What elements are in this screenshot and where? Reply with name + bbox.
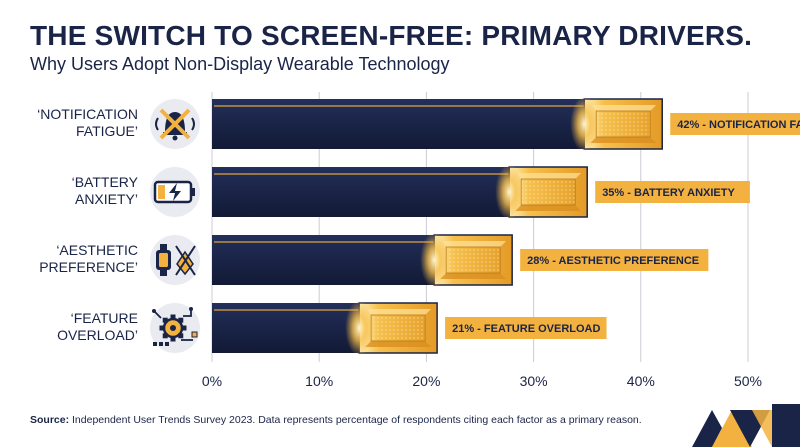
gear-circuit-icon [150, 303, 200, 353]
bar-glow [495, 164, 524, 220]
source-label: Source: [30, 414, 70, 426]
x-tick-label-20: 20% [412, 373, 440, 389]
ticks-layer: 0% 10% 20% 30% 40% 50% [202, 373, 762, 389]
bar-glow [570, 96, 599, 152]
bar-cap-bevel-bottom [440, 273, 507, 279]
category-label-3: ‘AESTHETIC PREFERENCE’ [39, 242, 138, 275]
bar-2 [212, 164, 588, 220]
bar-cap-texture [445, 246, 501, 274]
muted-bell-icon [150, 99, 200, 149]
bar-cap-bevel-top [515, 173, 582, 179]
bar-body [212, 167, 510, 217]
corner-logo [692, 404, 800, 447]
data-label-2: 35% - BATTERY ANXIETY [602, 187, 735, 199]
bar-3 [212, 232, 513, 288]
bar-body [212, 99, 585, 149]
data-label-box-1 [670, 113, 800, 135]
bar-cap-bevel-top [590, 105, 657, 111]
data-label-3: 28% - AESTHETIC PREFERENCE [527, 255, 699, 267]
bar-body [212, 303, 360, 353]
bar-4 [212, 300, 438, 356]
category-label-4: ‘FEATURE OVERLOAD’ [57, 310, 138, 343]
x-tick-label-30: 30% [520, 373, 548, 389]
low-battery-icon [150, 167, 200, 217]
icons-layer [150, 99, 200, 353]
chart-title: THE SWITCH TO SCREEN-FREE: PRIMARY DRIVE… [30, 20, 753, 51]
x-tick-label-50: 50% [734, 373, 762, 389]
bar-cap-bevel-bottom [590, 137, 657, 143]
smartwatch-crossed-icon [150, 235, 200, 285]
bar-glow [420, 232, 449, 288]
bar-cap-bevel-bottom [365, 341, 432, 347]
bar-cap-bevel-top [365, 309, 432, 315]
labels-layer: 42% - NOTIFICATION FATIGUE ‘NOTIFICATIONF… [37, 106, 800, 343]
category-label-2: ‘BATTERY ANXIETY’ [72, 174, 139, 207]
source-note: Source: Independent User Trends Survey 2… [30, 414, 642, 426]
category-label-1: ‘NOTIFICATION FATIGUE’ [37, 106, 138, 139]
x-tick-label-40: 40% [627, 373, 655, 389]
bar-cap-bevel-bottom [515, 205, 582, 211]
data-label-box-4 [445, 317, 607, 339]
data-label-box-3 [520, 249, 709, 271]
bar-glow [345, 300, 374, 356]
bar-1 [212, 96, 663, 152]
chart-subtitle: Why Users Adopt Non-Display Wearable Tec… [30, 54, 450, 74]
x-tick-label-0: 0% [202, 373, 222, 389]
data-label-box-2 [595, 181, 750, 203]
x-tick-label-10: 10% [305, 373, 333, 389]
data-label-1: 42% - NOTIFICATION FATIGUE [677, 119, 800, 131]
bar-cap-texture [520, 178, 576, 206]
bar-cap-bevel-top [440, 241, 507, 247]
bar-body [212, 235, 435, 285]
bar-cap-texture [370, 314, 426, 342]
source-text: Independent User Trends Survey 2023. Dat… [72, 414, 642, 426]
bars-layer [212, 96, 663, 356]
bar-cap-texture [595, 110, 651, 138]
data-label-4: 21% - FEATURE OVERLOAD [452, 323, 600, 335]
